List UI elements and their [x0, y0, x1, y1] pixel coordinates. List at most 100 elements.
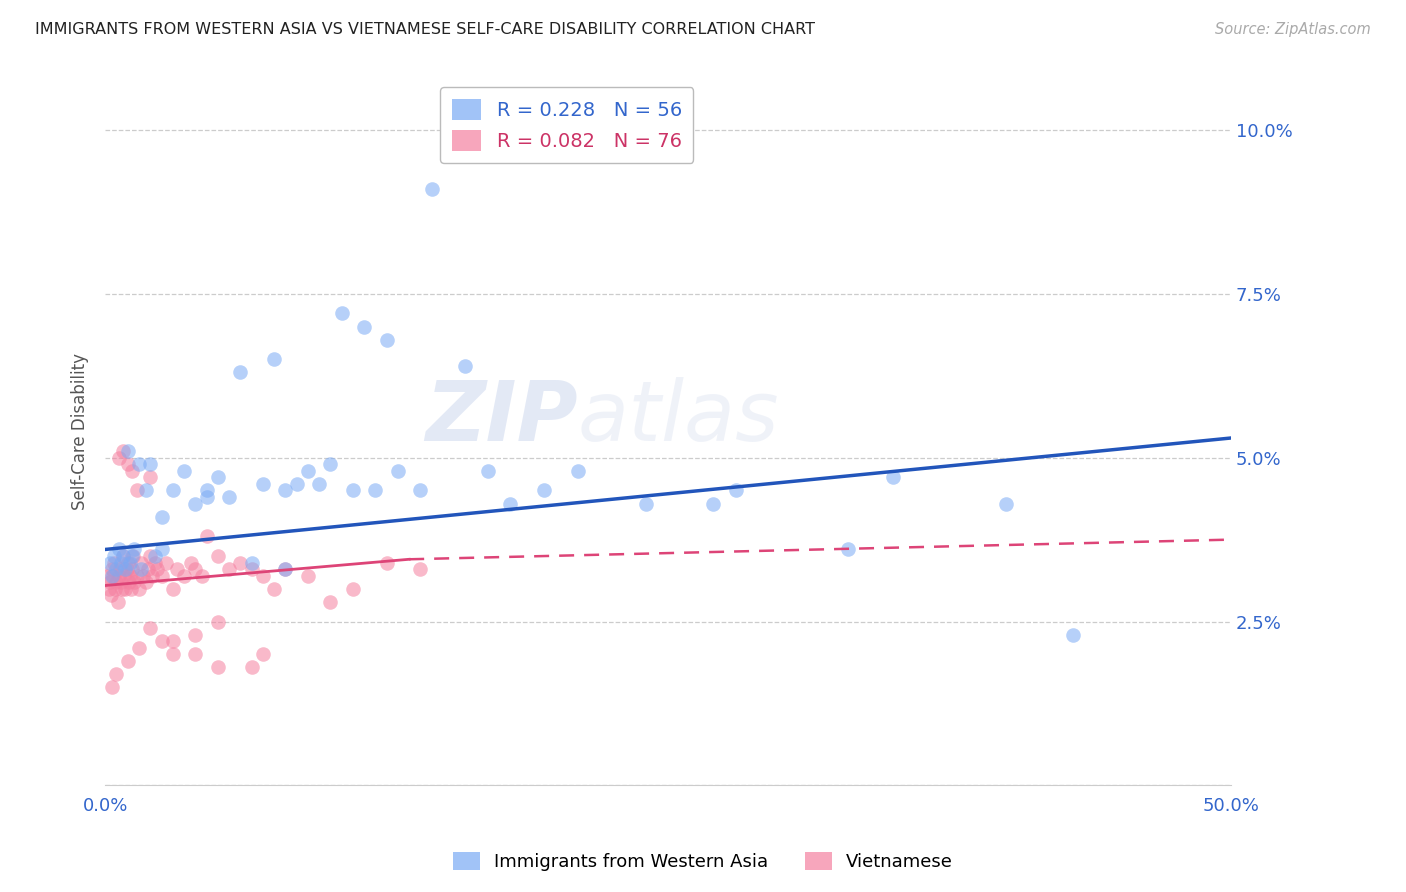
Point: [184, 628, 207, 642]
Point: [195, 490, 218, 504]
Point: [121, 562, 143, 576]
Point: [125, 483, 148, 498]
Point: [702, 497, 724, 511]
Point: [128, 457, 150, 471]
Point: [166, 562, 188, 576]
Point: [184, 497, 207, 511]
Point: [105, 667, 128, 681]
Point: [263, 352, 285, 367]
Point: [114, 562, 136, 576]
Point: [107, 595, 129, 609]
Point: [107, 542, 129, 557]
Point: [150, 568, 173, 582]
Point: [229, 366, 252, 380]
Point: [150, 509, 173, 524]
Point: [112, 549, 135, 563]
Point: [118, 575, 141, 590]
Point: [207, 549, 229, 563]
Point: [218, 490, 240, 504]
Point: [375, 556, 398, 570]
Point: [297, 464, 319, 478]
Point: [724, 483, 747, 498]
Point: [297, 568, 319, 582]
Point: [994, 497, 1017, 511]
Point: [353, 319, 375, 334]
Point: [128, 640, 150, 655]
Point: [114, 582, 136, 596]
Point: [111, 582, 134, 596]
Point: [162, 634, 184, 648]
Point: [105, 575, 128, 590]
Point: [124, 575, 146, 590]
Point: [330, 306, 353, 320]
Text: Source: ZipAtlas.com: Source: ZipAtlas.com: [1215, 22, 1371, 37]
Point: [499, 497, 522, 511]
Point: [173, 464, 195, 478]
Point: [308, 476, 330, 491]
Text: IMMIGRANTS FROM WESTERN ASIA VS VIETNAMESE SELF-CARE DISABILITY CORRELATION CHAR: IMMIGRANTS FROM WESTERN ASIA VS VIETNAME…: [35, 22, 815, 37]
Point: [342, 483, 364, 498]
Point: [218, 562, 240, 576]
Y-axis label: Self-Care Disability: Self-Care Disability: [72, 353, 89, 510]
Text: atlas: atlas: [578, 376, 780, 458]
Point: [101, 568, 124, 582]
Point: [319, 457, 342, 471]
Point: [263, 582, 285, 596]
Point: [129, 562, 152, 576]
Point: [195, 529, 218, 543]
Point: [108, 562, 131, 576]
Point: [139, 470, 162, 484]
Point: [173, 568, 195, 582]
Point: [101, 680, 124, 694]
Point: [184, 562, 207, 576]
Point: [110, 575, 132, 590]
Point: [139, 457, 162, 471]
Point: [120, 582, 142, 596]
Point: [207, 660, 229, 674]
Point: [420, 182, 443, 196]
Point: [118, 556, 141, 570]
Point: [118, 568, 141, 582]
Point: [184, 648, 207, 662]
Point: [229, 556, 252, 570]
Point: [136, 562, 159, 576]
Point: [207, 615, 229, 629]
Point: [125, 568, 148, 582]
Point: [180, 556, 202, 570]
Point: [129, 556, 152, 570]
Point: [207, 470, 229, 484]
Point: [139, 621, 162, 635]
Point: [567, 464, 589, 478]
Point: [117, 444, 139, 458]
Point: [101, 568, 124, 582]
Point: [96, 568, 118, 582]
Point: [409, 562, 432, 576]
Point: [252, 648, 274, 662]
Point: [634, 497, 657, 511]
Point: [141, 568, 163, 582]
Point: [112, 549, 135, 563]
Point: [115, 562, 138, 576]
Point: [155, 556, 177, 570]
Point: [121, 464, 143, 478]
Point: [143, 549, 166, 563]
Legend: R = 0.228   N = 56, R = 0.082   N = 76: R = 0.228 N = 56, R = 0.082 N = 76: [440, 87, 693, 162]
Point: [110, 556, 132, 570]
Point: [107, 568, 129, 582]
Point: [162, 483, 184, 498]
Point: [146, 562, 169, 576]
Point: [240, 556, 263, 570]
Point: [319, 595, 342, 609]
Point: [1062, 628, 1084, 642]
Legend: Immigrants from Western Asia, Vietnamese: Immigrants from Western Asia, Vietnamese: [446, 845, 960, 879]
Point: [162, 582, 184, 596]
Point: [240, 562, 263, 576]
Point: [103, 549, 125, 563]
Point: [100, 588, 122, 602]
Text: ZIP: ZIP: [426, 376, 578, 458]
Point: [139, 549, 162, 563]
Point: [285, 476, 308, 491]
Point: [117, 556, 139, 570]
Point: [274, 483, 297, 498]
Point: [150, 634, 173, 648]
